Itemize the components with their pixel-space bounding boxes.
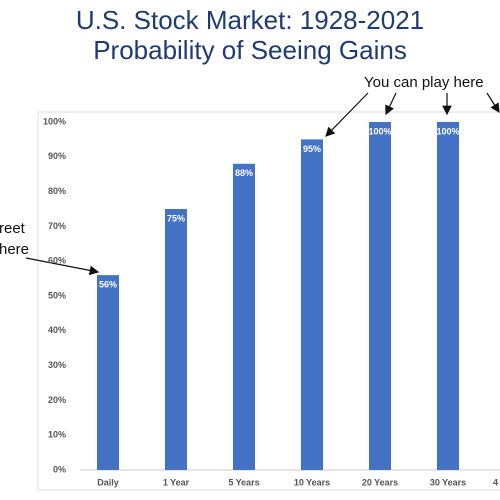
plot-border (37, 111, 500, 491)
chart-title: U.S. Stock Market: 1928-2021 (76, 5, 424, 35)
bar (97, 275, 119, 470)
value-label: 95% (303, 144, 321, 154)
annotation: You can play here (364, 74, 484, 91)
y-tick-label: 0% (53, 464, 66, 474)
y-tick-label: 30% (48, 360, 66, 370)
bar (301, 139, 323, 470)
value-label: 88% (235, 168, 253, 178)
annotation: here (0, 241, 29, 258)
y-tick-label: 20% (48, 395, 66, 405)
y-tick-label: 80% (48, 186, 66, 196)
bar (233, 163, 255, 470)
y-tick-label: 90% (48, 151, 66, 161)
x-tick-label: 30 Years (430, 477, 466, 487)
bar (437, 122, 459, 470)
x-tick-label: 5 Years (228, 477, 259, 487)
y-tick-label: 10% (48, 430, 66, 440)
y-tick-label: 70% (48, 221, 66, 231)
value-label: 75% (167, 213, 185, 223)
value-label: 100% (436, 126, 459, 136)
y-tick-label: 50% (48, 290, 66, 300)
value-label: 100% (368, 126, 391, 136)
y-tick-label: 100% (43, 116, 66, 126)
value-label: 56% (99, 279, 117, 289)
x-tick-label: 10 Years (294, 477, 330, 487)
bar (369, 122, 391, 470)
bar (165, 209, 187, 470)
x-tick-label: 20 Years (362, 477, 398, 487)
x-tick-label: Daily (97, 477, 119, 487)
arrows (25, 92, 500, 276)
y-tick-label: 40% (48, 325, 66, 335)
annotation: reet (0, 220, 26, 237)
x-tick-label: 1 Year (163, 477, 190, 487)
y-tick-label: 60% (48, 256, 66, 266)
chart-subtitle: Probability of Seeing Gains (93, 35, 407, 65)
x-tick-label: 4 (493, 477, 498, 487)
